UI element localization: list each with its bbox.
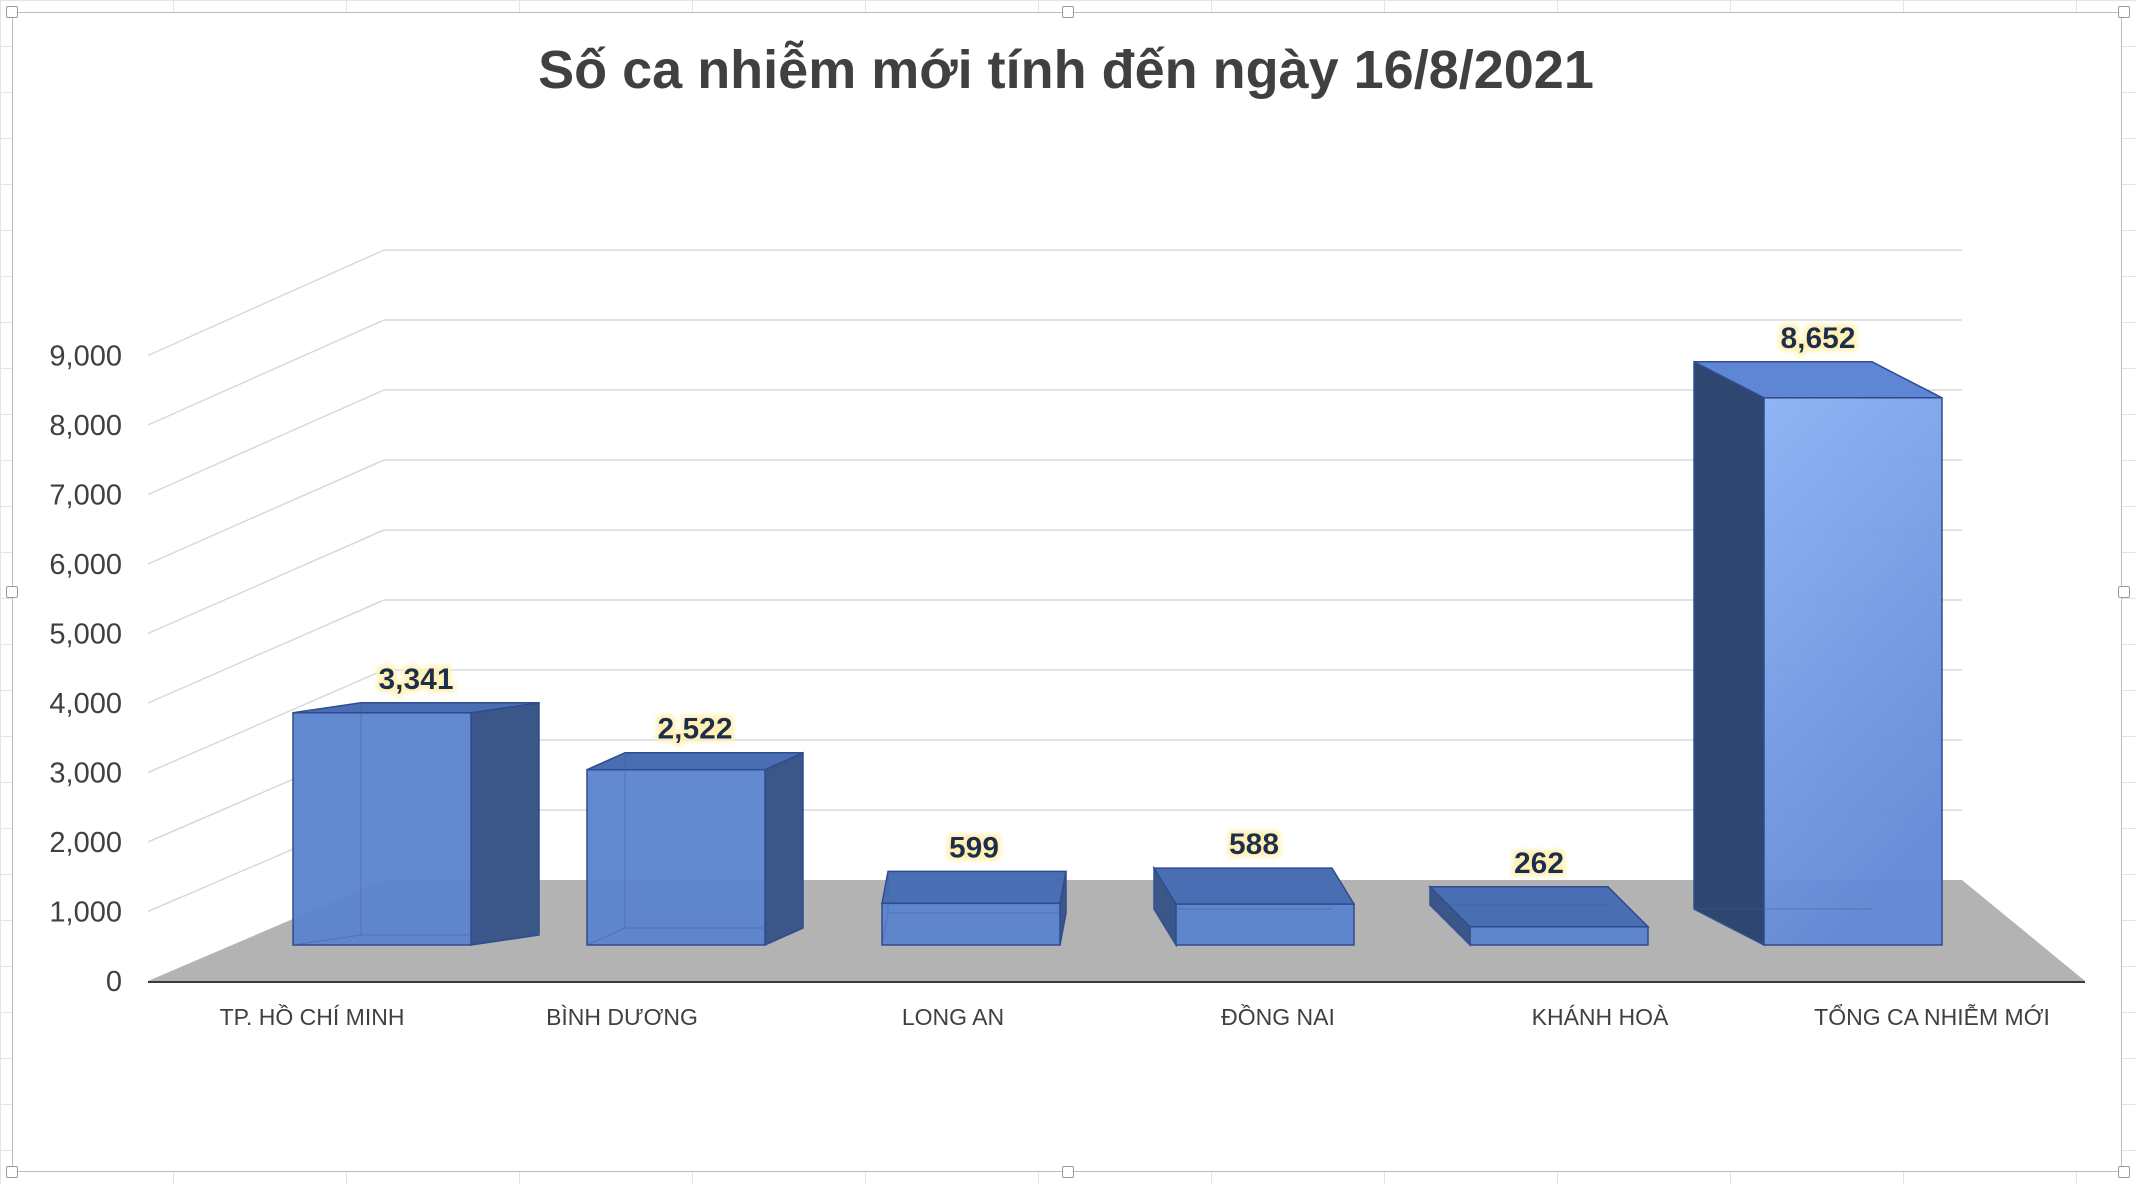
bar-inner-edge	[1693, 908, 1872, 946]
bar-front-face	[1763, 397, 1943, 946]
resize-handle-bottom-left[interactable]	[6, 1166, 18, 1178]
bar-6	[1693, 360, 1943, 947]
data-label: 8,652	[1780, 322, 1855, 355]
resize-handle-top-left[interactable]	[6, 6, 18, 18]
side-gridline	[147, 319, 385, 426]
bar-front-face	[292, 712, 472, 946]
side-gridline	[147, 599, 385, 704]
bar-front-face	[586, 768, 766, 946]
side-gridline	[147, 389, 385, 496]
y-tick-label: 2,000	[49, 827, 122, 859]
data-label: 3,341	[378, 663, 453, 696]
bar-front-face	[1175, 903, 1355, 946]
data-label: 2,522	[657, 713, 732, 746]
y-tick-label: 9,000	[49, 341, 122, 373]
bar-2	[586, 751, 804, 947]
x-tick-label: TP. HỒ CHÍ MINH	[220, 1003, 405, 1030]
resize-handle-top-center[interactable]	[1062, 6, 1074, 18]
chart-title: Số ca nhiễm mới tính đến ngày 16/8/2021	[538, 40, 1594, 100]
bar-front-face	[881, 902, 1061, 946]
y-tick-label: 7,000	[49, 480, 122, 512]
y-tick-label: 1,000	[49, 897, 122, 929]
x-tick-label: LONG AN	[902, 1004, 1004, 1030]
y-tick-label: 5,000	[49, 619, 122, 651]
y-tick-label: 3,000	[49, 758, 122, 790]
bar-side-face	[470, 701, 540, 946]
resize-handle-middle-right[interactable]	[2118, 586, 2130, 598]
data-label: 599	[949, 831, 999, 864]
resize-handle-bottom-right[interactable]	[2118, 1166, 2130, 1178]
bar-inner-edge	[586, 927, 803, 946]
bar-inner-edge	[1428, 904, 1608, 946]
data-label: 588	[1229, 828, 1279, 861]
bar-5	[1428, 884, 1650, 947]
bar-top-face	[1152, 867, 1356, 905]
bar-3	[881, 870, 1067, 946]
bar-1	[292, 701, 540, 946]
bar-inner-edge	[881, 912, 1066, 946]
bar-4	[1152, 865, 1356, 948]
bar-top-face	[881, 870, 1067, 905]
x-tick-label: TỔNG CA NHIỄM MỚI	[1814, 1002, 2050, 1030]
side-gridline	[147, 529, 385, 635]
side-gridline	[147, 669, 385, 774]
bar-front-face	[1469, 926, 1649, 946]
side-gridline	[147, 249, 385, 357]
bar-top-face	[586, 751, 804, 771]
bar-inner-edge	[292, 934, 539, 946]
y-tick-label: 4,000	[49, 688, 122, 720]
bar-side-face	[764, 751, 804, 947]
resize-handle-bottom-center[interactable]	[1062, 1166, 1074, 1178]
y-tick-label: 8,000	[49, 410, 122, 442]
x-tick-label: KHÁNH HOÀ	[1532, 1004, 1669, 1030]
bar-inner-edge	[1153, 908, 1332, 946]
resize-handle-middle-left[interactable]	[6, 586, 18, 598]
x-tick-label: BÌNH DƯƠNG	[546, 1004, 698, 1030]
y-tick-label: 6,000	[49, 549, 122, 581]
data-label: 262	[1514, 847, 1564, 880]
side-gridline	[147, 459, 385, 565]
y-tick-label: 0	[106, 966, 122, 998]
x-tick-label: ĐỒNG NAI	[1221, 1003, 1335, 1030]
bar-side-face	[1693, 360, 1765, 947]
resize-handle-top-right[interactable]	[2118, 6, 2130, 18]
